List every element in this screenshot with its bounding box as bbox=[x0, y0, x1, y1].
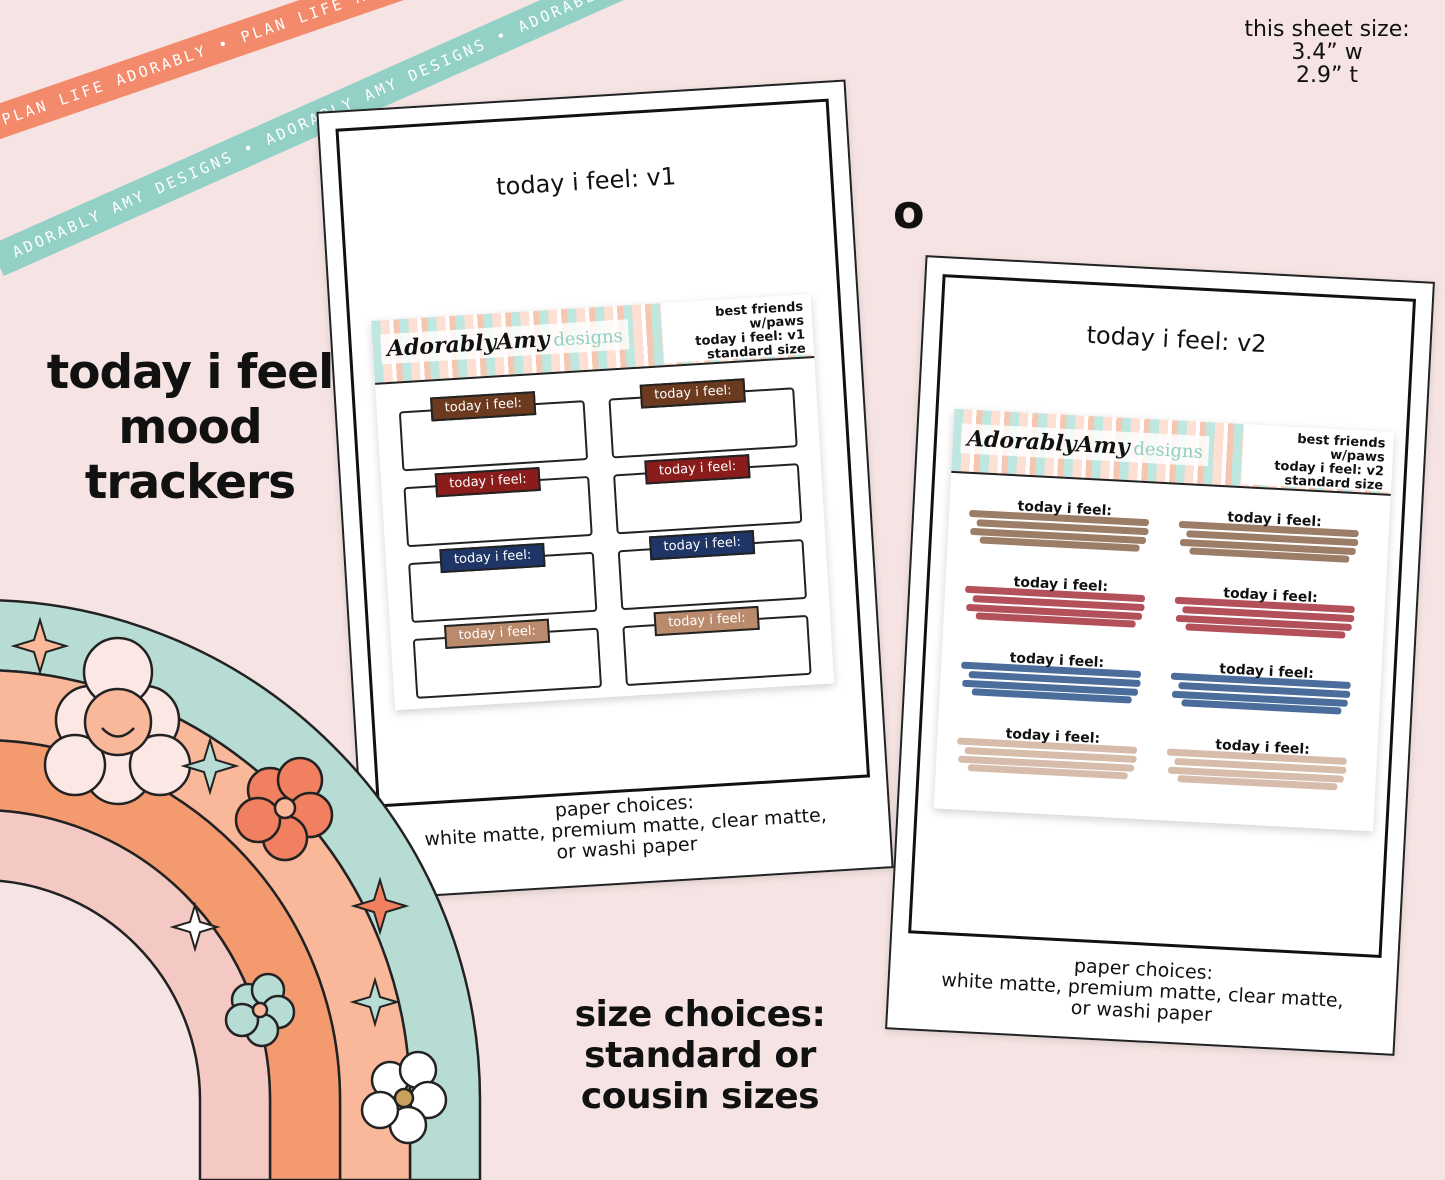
tracker-tag: today i feel: bbox=[434, 466, 542, 498]
headline-line-2: mood bbox=[118, 400, 262, 455]
sparkle-icons bbox=[10, 616, 410, 1028]
tracker-box: today i feel: bbox=[613, 454, 803, 535]
tracker-box: today i feel: bbox=[622, 605, 812, 687]
sheet-card-v2: today i feel: v2 AdorablyAmy designs best… bbox=[885, 255, 1435, 1056]
tracker-tag: today i feel: bbox=[430, 391, 537, 422]
tracker-tag: today i feel: bbox=[648, 529, 756, 561]
sheet-v1-meta: best friends w/paws today i feel: v1 sta… bbox=[660, 294, 815, 364]
tracker-tag: today i feel: bbox=[653, 605, 761, 637]
sticker-sheet-v2: AdorablyAmy designs best friends w/paws t… bbox=[933, 408, 1395, 832]
tracker-box: today i feel: bbox=[403, 466, 593, 548]
mood-swatch: today i feel: bbox=[968, 498, 1155, 554]
tracker-tag: today i feel: bbox=[644, 454, 751, 485]
teal-flower-icon bbox=[224, 972, 296, 1048]
size-info-height: 2.9” t bbox=[1295, 63, 1358, 88]
size-choices-line-3: cousin sizes bbox=[580, 1076, 820, 1117]
white-flower-icon bbox=[360, 1050, 448, 1145]
mood-swatch: today i feel: bbox=[1177, 509, 1364, 565]
size-choices: size choices: standard or cousin sizes bbox=[560, 994, 840, 1117]
sheet-v2-meta: best friends w/paws today i feel: v2 sta… bbox=[1241, 424, 1395, 493]
adorably-amy-logo: AdorablyAmy designs bbox=[380, 319, 630, 365]
card-v2-paper-choices: paper choices: white matte, premium matt… bbox=[888, 946, 1397, 1035]
sheet-size-info: this sheet size: 3.4” w 2.9” t bbox=[1227, 18, 1427, 87]
logo-text: AdorablyAmy bbox=[386, 326, 551, 363]
logo-text: AdorablyAmy bbox=[966, 425, 1131, 461]
logo-designs-text: designs bbox=[552, 325, 624, 351]
mood-swatch: today i feel: bbox=[964, 574, 1151, 630]
size-choices-line-2: standard or bbox=[584, 1035, 816, 1076]
orange-flower-icon bbox=[234, 756, 334, 862]
mood-swatch: today i feel: bbox=[960, 650, 1147, 706]
adorably-amy-logo: AdorablyAmy designs bbox=[960, 423, 1210, 467]
rainbow-illustration bbox=[0, 599, 482, 1180]
smiley-flower-icon bbox=[43, 636, 192, 806]
size-choices-label: size choices: bbox=[574, 994, 826, 1035]
headline-line-1: today i feel bbox=[46, 345, 334, 400]
headline-line-3: trackers bbox=[84, 455, 296, 510]
product-headline: today i feel mood trackers bbox=[30, 345, 350, 510]
tracker-box: today i feel: bbox=[398, 391, 589, 472]
mood-swatch: today i feel: bbox=[1165, 737, 1352, 793]
mood-swatch: today i feel: bbox=[1173, 585, 1360, 641]
logo-designs-text: designs bbox=[1132, 438, 1204, 463]
tracker-box: today i feel: bbox=[608, 378, 798, 459]
mood-swatch: today i feel: bbox=[1169, 661, 1356, 717]
tracker-tag: today i feel: bbox=[439, 542, 546, 574]
or-separator: o bbox=[893, 185, 925, 239]
mood-swatch: today i feel: bbox=[956, 726, 1143, 782]
size-info-label: this sheet size: bbox=[1244, 17, 1410, 42]
size-info-width: 3.4” w bbox=[1291, 40, 1363, 65]
tracker-box: today i feel: bbox=[617, 529, 808, 611]
tracker-tag: today i feel: bbox=[639, 378, 747, 409]
